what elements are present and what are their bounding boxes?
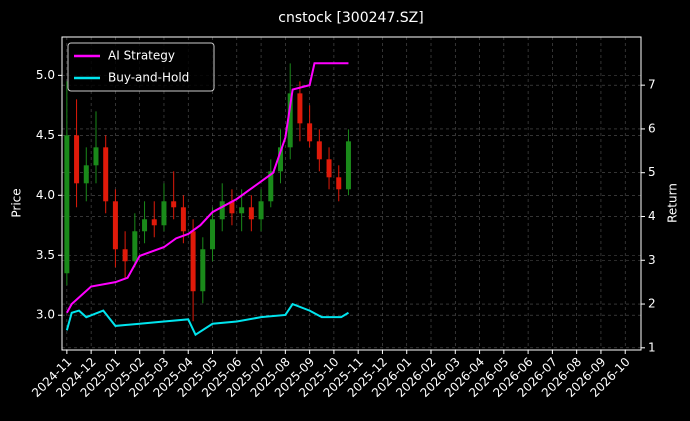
candle-body bbox=[103, 147, 109, 202]
y-tick-label: 4.0 bbox=[36, 188, 55, 202]
candle-body bbox=[307, 123, 313, 142]
candle-body bbox=[190, 231, 196, 292]
candle-body bbox=[297, 93, 303, 124]
y2-tick-label: 5 bbox=[648, 165, 656, 179]
y2-tick-label: 7 bbox=[648, 78, 656, 92]
line-series bbox=[65, 302, 349, 337]
candle-body bbox=[171, 201, 177, 208]
candle-body bbox=[258, 201, 264, 220]
candle-body bbox=[200, 249, 206, 292]
y2-tick-label: 1 bbox=[648, 340, 656, 354]
candle-body bbox=[180, 207, 186, 232]
candle-body bbox=[326, 159, 332, 178]
candle-body bbox=[239, 207, 245, 214]
y2-tick-label: 4 bbox=[648, 209, 656, 223]
line-series bbox=[65, 62, 349, 314]
y2-tick-label: 6 bbox=[648, 121, 656, 135]
candle-body bbox=[316, 141, 322, 160]
candle-body bbox=[229, 201, 235, 214]
candle-body bbox=[122, 249, 128, 262]
candle-body bbox=[132, 231, 138, 262]
candle-body bbox=[287, 93, 293, 148]
candle-body bbox=[268, 171, 274, 202]
candle-body bbox=[345, 141, 351, 190]
candle-body bbox=[93, 147, 99, 166]
candle-body bbox=[151, 219, 157, 226]
legend-label: Buy-and-Hold bbox=[108, 71, 189, 85]
y2-tick-label: 2 bbox=[648, 297, 656, 311]
y-tick-label: 5.0 bbox=[36, 68, 55, 82]
legend-label: AI Strategy bbox=[108, 49, 175, 63]
candle-body bbox=[74, 135, 80, 184]
candle-body bbox=[219, 201, 225, 220]
candle-body bbox=[248, 207, 254, 220]
candle-body bbox=[112, 201, 118, 250]
y-tick-label: 3.5 bbox=[36, 248, 55, 262]
chart-title: cnstock [300247.SZ] bbox=[278, 10, 423, 26]
candle-body bbox=[210, 219, 216, 250]
legend-box bbox=[67, 42, 215, 92]
candle-body bbox=[277, 147, 283, 172]
plot-frame bbox=[61, 36, 642, 351]
y-tick-label: 4.5 bbox=[36, 128, 55, 142]
candle-body bbox=[336, 177, 342, 190]
y2-tick-label: 3 bbox=[648, 253, 656, 267]
candle-body bbox=[161, 201, 167, 226]
candle-body bbox=[64, 135, 70, 274]
candle-body bbox=[83, 165, 89, 184]
candle-body bbox=[142, 219, 148, 232]
y2-axis-label: Return bbox=[666, 183, 680, 223]
y-tick-label: 3.0 bbox=[36, 308, 55, 322]
y-axis-label: Price bbox=[10, 188, 24, 217]
